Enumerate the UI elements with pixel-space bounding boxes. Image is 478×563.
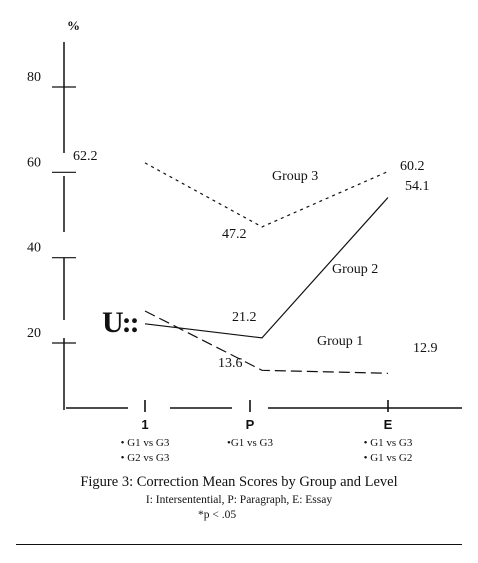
significance-note-1-1: • G1 vs G3 bbox=[121, 437, 170, 449]
data-label-group-1-P: 13.6 bbox=[218, 356, 243, 371]
significance-note-1-2: • G2 vs G3 bbox=[121, 452, 170, 464]
legend-marker-text: U:: bbox=[102, 306, 138, 339]
bottom-rule bbox=[16, 544, 462, 546]
series-name-group-2: Group 2 bbox=[332, 262, 378, 277]
chart-marks bbox=[144, 162, 389, 374]
data-label-group-3-P: 47.2 bbox=[222, 227, 247, 242]
y-tick-label-60: 60 bbox=[27, 155, 41, 170]
y-tick-label-20: 20 bbox=[27, 326, 41, 341]
series-line-group-3 bbox=[144, 162, 389, 228]
figure-caption-legend: I: Intersentential, P: Paragraph, E: Ess… bbox=[145, 494, 333, 506]
y-tick-label-40: 40 bbox=[27, 241, 41, 256]
significance-note-E-2: • G1 vs G2 bbox=[364, 452, 413, 464]
figure-caption-title: Figure 3: Correction Mean Scores by Grou… bbox=[80, 474, 398, 490]
data-label-group-1-E: 12.9 bbox=[413, 341, 438, 356]
chart-labels: % 20 40 60 80 1 • G1 vs G3 • G2 vs G3 P •G1 vs G3… bbox=[27, 18, 438, 464]
series-line-group-1 bbox=[144, 310, 389, 374]
x-tick-label-1: 1 bbox=[141, 417, 148, 432]
significance-note-E-1: • G1 vs G3 bbox=[364, 437, 413, 449]
y-tick-label-80: 80 bbox=[27, 70, 41, 85]
x-tick-label-E: E bbox=[384, 417, 393, 432]
series-name-group-1: Group 1 bbox=[317, 334, 363, 349]
y-axis-unit-label: % bbox=[67, 18, 80, 33]
chart-axes bbox=[52, 42, 462, 412]
data-label-group-2-E: 54.1 bbox=[405, 179, 430, 194]
data-label-group-3-1: 62.2 bbox=[73, 149, 98, 164]
series-name-group-3: Group 3 bbox=[272, 169, 318, 184]
data-label-group-3-E: 60.2 bbox=[400, 159, 425, 174]
figure-caption-note: *p < .05 bbox=[198, 509, 237, 521]
significance-note-P-1: •G1 vs G3 bbox=[227, 437, 274, 449]
data-label-group-2-P: 21.2 bbox=[232, 310, 257, 325]
series-line-group-2 bbox=[144, 197, 389, 339]
x-tick-label-P: P bbox=[246, 417, 255, 432]
